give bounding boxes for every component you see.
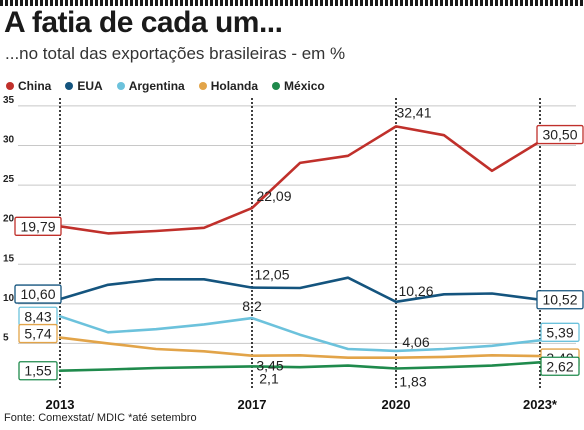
data-label-holanda-2017: 3,45 [256, 358, 283, 374]
data-label-holanda-2013: 5,74 [24, 326, 51, 342]
source-note: Fonte: Comexstat/ MDIC *até setembro [4, 412, 197, 424]
data-label-holanda-2013-box [18, 323, 58, 344]
x-tick-label-2017: 2017 [238, 397, 267, 412]
legend-dot-argentina [116, 82, 125, 90]
data-label-china-2013: 19,79 [20, 218, 55, 234]
data-label-china-2020: 32,41 [396, 104, 431, 120]
legend-item-china: China [6, 79, 51, 93]
legend-item-mexico: México [272, 79, 325, 93]
data-label-eua-2023: 10,52 [542, 292, 577, 308]
legend-label-mexico: México [284, 79, 325, 93]
legend-item-argentina: Argentina [116, 79, 185, 93]
data-label-mexico-2017: 2,1 [259, 370, 279, 386]
data-label-china-2017: 22,09 [256, 188, 291, 204]
legend-item-eua: EUA [65, 79, 103, 93]
data-label-mexico-2023-box [540, 356, 580, 376]
top-border [0, 0, 584, 6]
legend-dot-holanda [198, 82, 207, 90]
legend-label-eua: EUA [77, 79, 103, 93]
data-label-eua-2023-box [536, 290, 584, 310]
y-tick-label-20: 20 [3, 214, 15, 225]
chart-subtitle: ...no total das exportações brasileiras … [5, 44, 346, 63]
y-tick-label-35: 35 [3, 95, 15, 106]
series-line-argentina [58, 314, 542, 353]
data-label-china-2023: 30,50 [542, 127, 577, 143]
y-tick-label-30: 30 [3, 135, 15, 146]
series-line-holanda [58, 336, 542, 360]
data-label-mexico-2020: 1,83 [399, 374, 426, 390]
data-label-eua-2017: 12,05 [254, 267, 289, 283]
data-label-china-2013-box [14, 216, 62, 236]
y-tick-label-10: 10 [3, 293, 15, 304]
data-label-argentina-2017: 8,2 [242, 298, 262, 314]
x-tick-label-2013: 2013 [46, 397, 75, 412]
legend-dot-eua [65, 82, 74, 90]
data-label-eua-2020: 10,26 [398, 283, 433, 299]
legend-dot-mexico [272, 82, 281, 90]
data-label-eua-2013-box [14, 284, 62, 304]
legend: China EUA Argentina Holanda México [6, 78, 339, 94]
data-label-china-2023-box [536, 124, 584, 145]
series-line-mexico [58, 360, 542, 373]
x-tick-label-2020: 2020 [382, 397, 411, 412]
legend-label-holanda: Holanda [210, 79, 259, 93]
data-label-argentina-2020: 4,06 [402, 334, 429, 350]
y-tick-label-5: 5 [3, 332, 9, 343]
series-line-eua [58, 276, 542, 304]
data-label-mexico-2013-box [18, 361, 58, 381]
legend-label-argentina: Argentina [128, 79, 185, 93]
y-tick-label-25: 25 [3, 174, 15, 185]
data-label-argentina-2023-box [540, 322, 580, 342]
data-label-argentina-2013: 8,43 [24, 308, 51, 324]
data-label-mexico-2013: 1,55 [24, 363, 51, 379]
data-label-argentina-2023: 5,39 [546, 324, 573, 340]
legend-dot-china [6, 82, 14, 90]
legend-item-holanda: Holanda [198, 79, 259, 93]
data-label-mexico-2023: 2,62 [546, 358, 573, 374]
chart-title: A fatia de cada um... [4, 6, 283, 39]
y-tick-label-15: 15 [3, 253, 15, 264]
data-label-eua-2013: 10,60 [20, 286, 55, 302]
x-tick-label-2023: 2023* [523, 397, 558, 412]
legend-label-china: China [18, 79, 52, 93]
series-line-china [58, 125, 542, 235]
